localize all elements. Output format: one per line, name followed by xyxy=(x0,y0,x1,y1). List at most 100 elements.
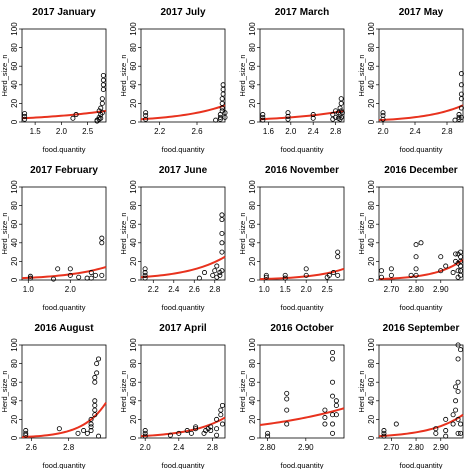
y-tick-label: 60 xyxy=(248,61,257,70)
fit-line xyxy=(259,267,345,281)
data-point xyxy=(88,275,94,281)
data-point xyxy=(455,388,461,394)
panel-title: 2017 February xyxy=(30,165,98,176)
y-tick-label: 40 xyxy=(10,80,19,89)
y-tick-label: 100 xyxy=(367,22,376,36)
x-tick-label: 2.2 xyxy=(148,285,160,294)
data-point xyxy=(99,96,105,102)
data-point xyxy=(335,272,341,278)
y-tick-label: 0 xyxy=(129,277,138,282)
plot-frame xyxy=(140,344,226,439)
data-point xyxy=(322,421,328,427)
data-point xyxy=(303,266,309,272)
data-point xyxy=(27,273,33,279)
y-tick-label: 80 xyxy=(10,43,19,52)
data-point xyxy=(443,428,449,434)
data-point xyxy=(310,112,316,118)
y-tick-label: 40 xyxy=(129,396,138,405)
y-tick-label: 20 xyxy=(10,414,19,423)
x-axis-label: food.quantity xyxy=(43,145,86,154)
data-point xyxy=(458,258,464,264)
x-axis-label: food.quantity xyxy=(400,145,443,154)
y-axis-label: Herd_size_n xyxy=(357,370,366,412)
x-tick-label: 2.4 xyxy=(168,285,180,294)
y-tick-label: 40 xyxy=(248,238,257,247)
y-axis-label: Herd_size_n xyxy=(0,212,9,254)
x-tick-label: 2.8 xyxy=(63,443,75,452)
data-point xyxy=(338,114,344,120)
data-point xyxy=(213,117,219,123)
data-point xyxy=(92,375,98,381)
data-point xyxy=(450,421,456,427)
data-point xyxy=(99,100,105,106)
data-point xyxy=(220,82,226,88)
y-tick-label: 80 xyxy=(367,201,376,210)
data-point xyxy=(143,116,149,122)
data-point xyxy=(303,272,309,278)
data-point xyxy=(222,114,228,120)
plot-frame xyxy=(21,28,107,123)
data-point xyxy=(282,272,288,278)
x-tick-label: 2.70 xyxy=(384,285,400,294)
fit-line xyxy=(140,255,226,279)
data-point xyxy=(94,370,100,376)
data-point xyxy=(143,110,149,116)
y-tick-label: 80 xyxy=(129,43,138,52)
data-point xyxy=(338,96,344,102)
y-tick-label: 80 xyxy=(367,359,376,368)
data-point xyxy=(333,412,339,418)
data-point xyxy=(143,112,149,118)
y-tick-label: 100 xyxy=(248,180,257,194)
x-tick-label: 2.8 xyxy=(209,285,221,294)
data-point xyxy=(458,421,464,427)
panel: 2016 October 0 20 40 60 80 100 2.80 2.90 food.qua… xyxy=(238,323,345,469)
data-point xyxy=(75,430,81,436)
data-point xyxy=(285,110,291,116)
data-point xyxy=(453,251,459,257)
y-tick-label: 0 xyxy=(10,119,19,124)
data-point xyxy=(88,421,94,427)
x-axis-label: food.quantity xyxy=(281,461,324,469)
y-tick-label: 20 xyxy=(248,414,257,423)
data-point xyxy=(265,433,271,439)
panel: 2017 May 0 20 40 60 80 100 2.0 2.4 2.8 food.quanti… xyxy=(357,7,464,154)
fit-line xyxy=(21,402,107,439)
y-tick-label: 60 xyxy=(10,377,19,386)
data-point xyxy=(92,379,98,385)
y-tick-label: 0 xyxy=(129,119,138,124)
data-point xyxy=(413,266,419,272)
y-tick-label: 100 xyxy=(129,22,138,36)
y-tick-label: 40 xyxy=(129,238,138,247)
data-point xyxy=(219,421,225,427)
data-point xyxy=(438,268,444,274)
y-tick-label: 20 xyxy=(367,256,376,265)
y-axis-label: Herd_size_n xyxy=(0,54,9,96)
data-point xyxy=(193,426,199,432)
panel-title: 2017 April xyxy=(159,323,207,334)
data-point xyxy=(450,412,456,418)
y-tick-label: 40 xyxy=(367,80,376,89)
panel: 2017 July 0 20 40 60 80 100 2.2 2.6 food.quantity… xyxy=(119,7,228,154)
data-point xyxy=(284,396,290,402)
y-tick-label: 80 xyxy=(248,43,257,52)
y-tick-label: 40 xyxy=(10,238,19,247)
x-tick-label: 2.0 xyxy=(65,285,77,294)
data-point xyxy=(339,110,345,116)
plot-frame xyxy=(378,344,464,439)
fit-line xyxy=(259,407,345,426)
y-tick-label: 60 xyxy=(248,219,257,228)
panel: 2017 June 0 20 40 60 80 100 2.2 2.4 2.6 2.8 food.qu… xyxy=(119,165,226,312)
data-point xyxy=(285,116,291,122)
data-point xyxy=(81,428,87,434)
data-point xyxy=(335,249,341,255)
data-point xyxy=(196,275,202,281)
y-axis-label: Herd_size_n xyxy=(119,212,128,254)
y-tick-label: 60 xyxy=(248,377,257,386)
data-point xyxy=(220,86,226,92)
data-point xyxy=(22,113,28,119)
data-point xyxy=(413,242,419,248)
data-point xyxy=(418,240,424,246)
data-point xyxy=(92,402,98,408)
data-point xyxy=(214,416,220,422)
x-tick-label: 1.5 xyxy=(30,127,42,136)
